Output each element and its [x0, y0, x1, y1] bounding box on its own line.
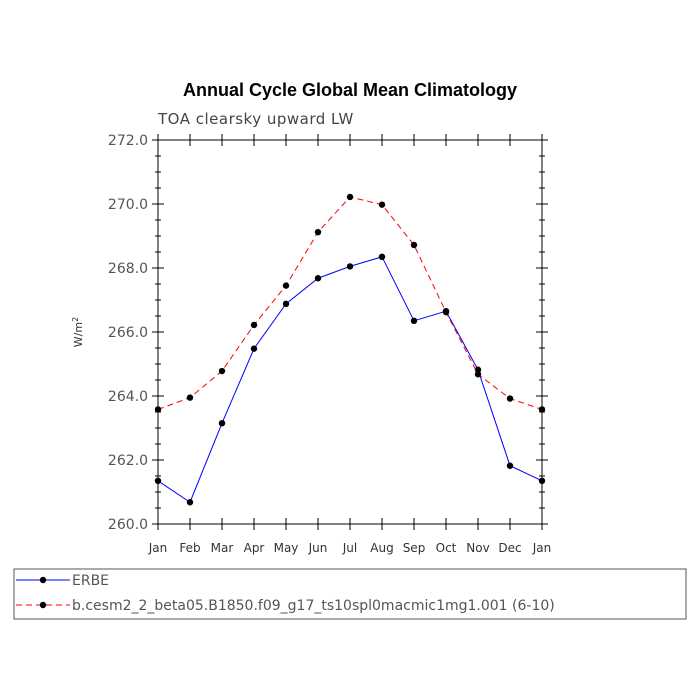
y-axis-label: W/m2 — [71, 317, 85, 347]
x-tick-label: Nov — [466, 541, 489, 555]
x-tick-label: Dec — [498, 541, 521, 555]
legend-label-cesm: b.cesm2_2_beta05.B1850.f09_g17_ts10spl0m… — [72, 598, 555, 614]
series-1-point — [186, 394, 194, 401]
series-1-point — [474, 371, 482, 378]
series-1-point — [282, 282, 290, 289]
chart-subtitle: TOA clearsky upward LW — [157, 110, 354, 128]
series-1-point — [218, 367, 226, 375]
chart-title: Annual Cycle Global Mean Climatology — [183, 80, 517, 100]
x-tick-label: Jun — [308, 541, 328, 555]
y-tick-label: 260.0 — [108, 517, 148, 533]
legend-box — [13, 568, 687, 620]
y-tick-label: 268.0 — [108, 261, 148, 277]
series-0-point — [506, 462, 514, 469]
series-1-point — [314, 228, 322, 236]
series-0-point — [474, 366, 482, 373]
axis-ticks — [152, 134, 548, 530]
series-1-point — [250, 321, 258, 329]
x-tick-label: Aug — [370, 541, 393, 555]
x-tick-label: Apr — [244, 541, 265, 555]
series-1-point — [346, 193, 354, 201]
y-tick-label: 270.0 — [108, 197, 148, 213]
y-tick-label: 266.0 — [108, 325, 148, 341]
legend-label-erbe: ERBE — [72, 573, 109, 589]
series-layer — [154, 193, 546, 506]
y-tick-label: 264.0 — [108, 389, 148, 405]
series-1-point — [410, 241, 418, 249]
x-tick-label: Feb — [179, 541, 200, 555]
y-tick-label: 262.0 — [108, 453, 148, 469]
series-line-1 — [157, 196, 543, 410]
x-tick-labels: Jan Feb Mar Apr May Jun Jul Aug Sep Oct Nov Dec Jan — [148, 541, 552, 555]
x-tick-label: Oct — [436, 541, 457, 555]
series-0-point — [346, 263, 354, 270]
series-0-point — [218, 420, 226, 427]
x-tick-label: Jul — [342, 541, 357, 555]
series-line-0 — [157, 256, 543, 503]
x-tick-label: May — [274, 541, 299, 555]
series-1-point — [442, 308, 450, 316]
legend-marker-erbe — [39, 576, 47, 584]
series-0-point — [282, 300, 290, 308]
series-0-point — [314, 275, 322, 282]
x-tick-label: Mar — [211, 541, 234, 555]
y-tick-label: 272.0 — [108, 133, 148, 149]
series-0-point — [186, 499, 194, 506]
series-0-point — [250, 345, 258, 352]
series-0-point — [378, 253, 386, 260]
x-tick-label: Jan — [532, 541, 552, 555]
series-0-point — [410, 317, 418, 324]
legend: ERBE b.cesm2_2_beta05.B1850.f09_g17_ts10… — [13, 568, 687, 620]
legend-marker-cesm — [39, 601, 47, 609]
x-tick-label: Jan — [148, 541, 168, 555]
x-tick-label: Sep — [403, 541, 426, 555]
y-tick-labels: 260.0 262.0 264.0 266.0 268.0 270.0 272.0 — [108, 133, 148, 533]
plot-frame — [157, 139, 543, 525]
series-1-point — [506, 395, 514, 402]
series-1-point — [378, 201, 386, 208]
